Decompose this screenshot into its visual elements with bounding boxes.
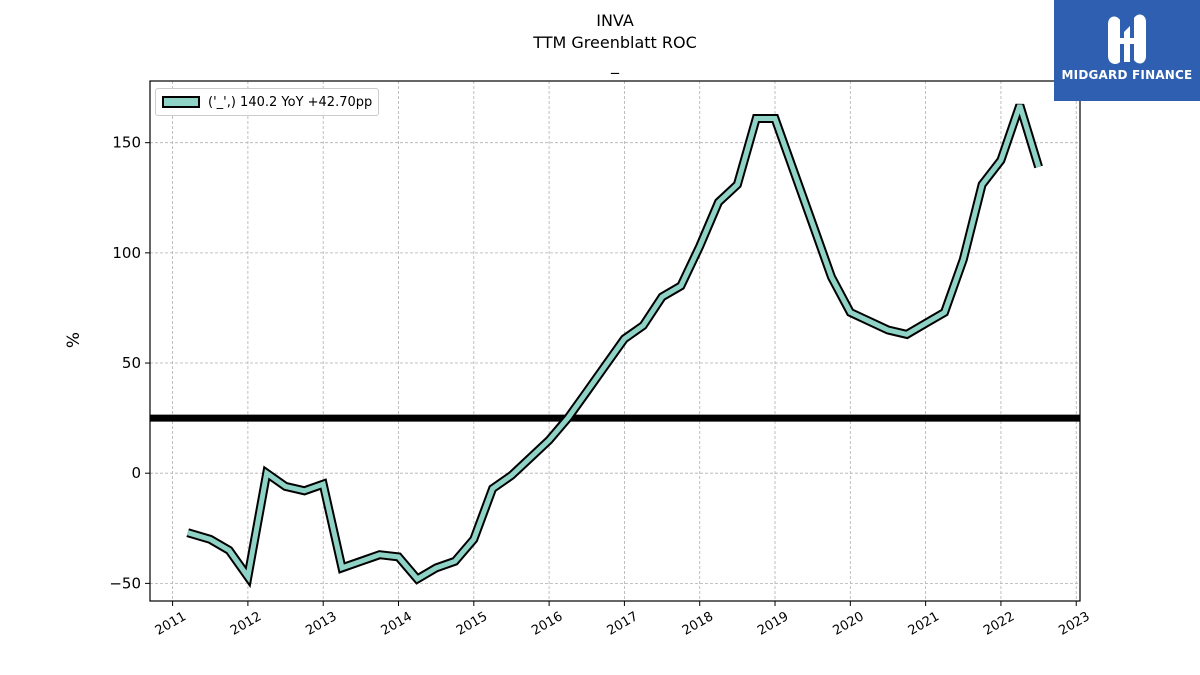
x-tick-label: 2014 xyxy=(379,609,415,639)
x-tick-label: 2011 xyxy=(153,609,189,639)
x-tick-label: 2018 xyxy=(680,609,716,639)
y-tick-label: −50 xyxy=(109,574,141,592)
y-axis-label: % xyxy=(64,331,85,349)
chart-subtitle-2: _ xyxy=(611,55,619,74)
logo-text: MIDGARD FINANCE xyxy=(1061,68,1193,82)
y-tick-label: 150 xyxy=(112,134,141,152)
logo-mark-icon xyxy=(1108,14,1146,64)
legend-swatch xyxy=(162,96,200,108)
x-tick-label: 2023 xyxy=(1056,609,1092,639)
x-tick-label: 2012 xyxy=(228,609,264,639)
chart-title: INVA xyxy=(596,11,634,30)
x-tick-label: 2019 xyxy=(755,609,791,639)
chart-title-block: INVA TTM Greenblatt ROC _ xyxy=(0,10,1200,76)
legend: ('_',) 140.2 YoY +42.70pp xyxy=(155,88,380,116)
x-tick-label: 2015 xyxy=(454,609,490,639)
x-tick-label: 2021 xyxy=(906,609,942,639)
plot-frame xyxy=(149,80,1081,602)
midgard-finance-logo: MIDGARD FINANCE xyxy=(1054,0,1200,101)
x-tick-label: 2022 xyxy=(981,609,1017,639)
x-tick-label: 2020 xyxy=(830,609,866,639)
y-tick-label: 50 xyxy=(122,354,141,372)
series-line-outline xyxy=(186,103,1043,589)
series-line xyxy=(186,104,1041,584)
chart-subtitle: TTM Greenblatt ROC xyxy=(533,33,697,52)
x-tick-label: 2016 xyxy=(529,609,565,639)
y-tick-label: 100 xyxy=(112,244,141,262)
x-tick-label: 2013 xyxy=(303,609,339,639)
x-tick-label: 2017 xyxy=(605,609,641,639)
y-tick-label: 0 xyxy=(131,464,141,482)
legend-label: ('_',) 140.2 YoY +42.70pp xyxy=(208,94,373,110)
